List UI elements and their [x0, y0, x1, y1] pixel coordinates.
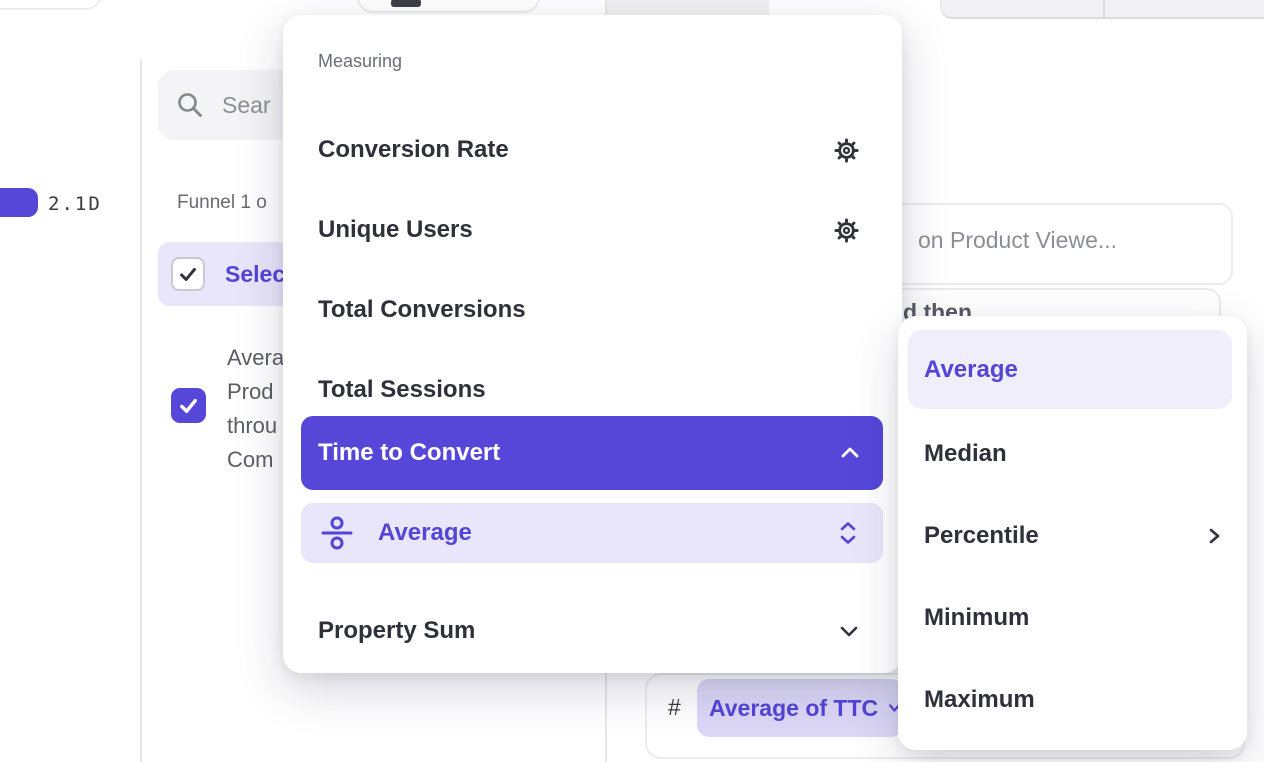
chevron-up-icon: [841, 447, 859, 458]
menu-item-average-aggregation[interactable]: Average: [301, 503, 883, 563]
chevron-right-icon: [1209, 528, 1220, 544]
numeric-type-label: #: [668, 694, 681, 720]
menu-item-property-sum[interactable]: Property Sum: [283, 606, 902, 656]
top-toolbar-card-edge: [357, 0, 540, 13]
submenu-item-label: Minimum: [924, 604, 1030, 631]
funnel-step-text: on Product Viewe...: [918, 227, 1118, 253]
updown-selector-icon: [840, 522, 856, 544]
menu-item-label: Total Conversions: [318, 296, 526, 323]
menu-item-label: Unique Users: [318, 216, 473, 243]
top-right-tab-strip: [940, 0, 1264, 19]
menu-item-time-to-convert[interactable]: Time to Convert: [301, 416, 883, 490]
measurement-dropdown-label: Average of TTC: [709, 694, 879, 721]
menu-item-total-sessions[interactable]: Total Sessions: [283, 365, 902, 415]
gear-icon[interactable]: [833, 137, 860, 164]
search-text: Sear: [222, 91, 271, 118]
metric-description-line: throu: [227, 413, 278, 438]
toolbar-handle[interactable]: [391, 0, 421, 7]
checkmark-icon: [180, 398, 197, 413]
measuring-dropdown-panel: Measuring Conversion Rate Unique Users: [283, 15, 902, 673]
menu-item-label: Conversion Rate: [318, 136, 509, 163]
submenu-item-label: Percentile: [924, 522, 1039, 549]
series-color-pill[interactable]: [0, 188, 38, 217]
search-icon: [178, 93, 202, 117]
submenu-item-percentile[interactable]: Percentile: [924, 513, 1221, 559]
menu-item-unique-users[interactable]: Unique Users: [283, 205, 902, 255]
chevron-down-icon: [840, 626, 858, 637]
tab-strip-divider: [1103, 0, 1105, 17]
menu-item-total-conversions[interactable]: Total Conversions: [283, 285, 902, 335]
menu-item-label: Average: [378, 519, 472, 546]
measuring-header: Measuring: [318, 51, 403, 71]
select-all-label: Selec: [225, 260, 286, 287]
menu-item-label: Total Sessions: [318, 376, 486, 403]
submenu-item-label: Average: [924, 355, 1018, 383]
menu-item-conversion-rate[interactable]: Conversion Rate: [283, 125, 902, 175]
checkmark-icon: [180, 267, 196, 281]
gear-icon[interactable]: [833, 217, 860, 244]
metric-description-line: Prod: [227, 379, 274, 404]
submenu-item-label: Maximum: [924, 686, 1035, 713]
metric-description: Avera Prod throu Com: [227, 341, 284, 477]
metric-description-line: Com: [227, 447, 274, 472]
submenu-item-maximum[interactable]: Maximum: [924, 677, 1221, 723]
select-all-checkbox[interactable]: [171, 257, 205, 291]
submenu-item-label: Median: [924, 440, 1007, 467]
menu-item-label: Time to Convert: [318, 439, 501, 466]
menu-item-label: Property Sum: [318, 617, 476, 644]
top-left-card-edge: [0, 0, 102, 10]
funnel-counter-label: Funnel 1 o: [177, 192, 267, 213]
submenu-item-average[interactable]: Average: [908, 330, 1232, 409]
measurement-dropdown[interactable]: Average of TTC: [697, 679, 903, 737]
metric-checkbox[interactable]: [171, 388, 206, 423]
metric-description-line: Avera: [227, 345, 284, 370]
submenu-item-minimum[interactable]: Minimum: [924, 595, 1221, 641]
aggregation-submenu-panel: Average Median Percentile Minimum Maximu…: [898, 316, 1247, 750]
submenu-item-median[interactable]: Median: [924, 431, 1221, 477]
series-badge: 2.1D: [48, 193, 102, 215]
chevron-down-icon: [889, 704, 900, 712]
left-pane-divider: [140, 60, 142, 762]
average-icon: [321, 516, 353, 550]
